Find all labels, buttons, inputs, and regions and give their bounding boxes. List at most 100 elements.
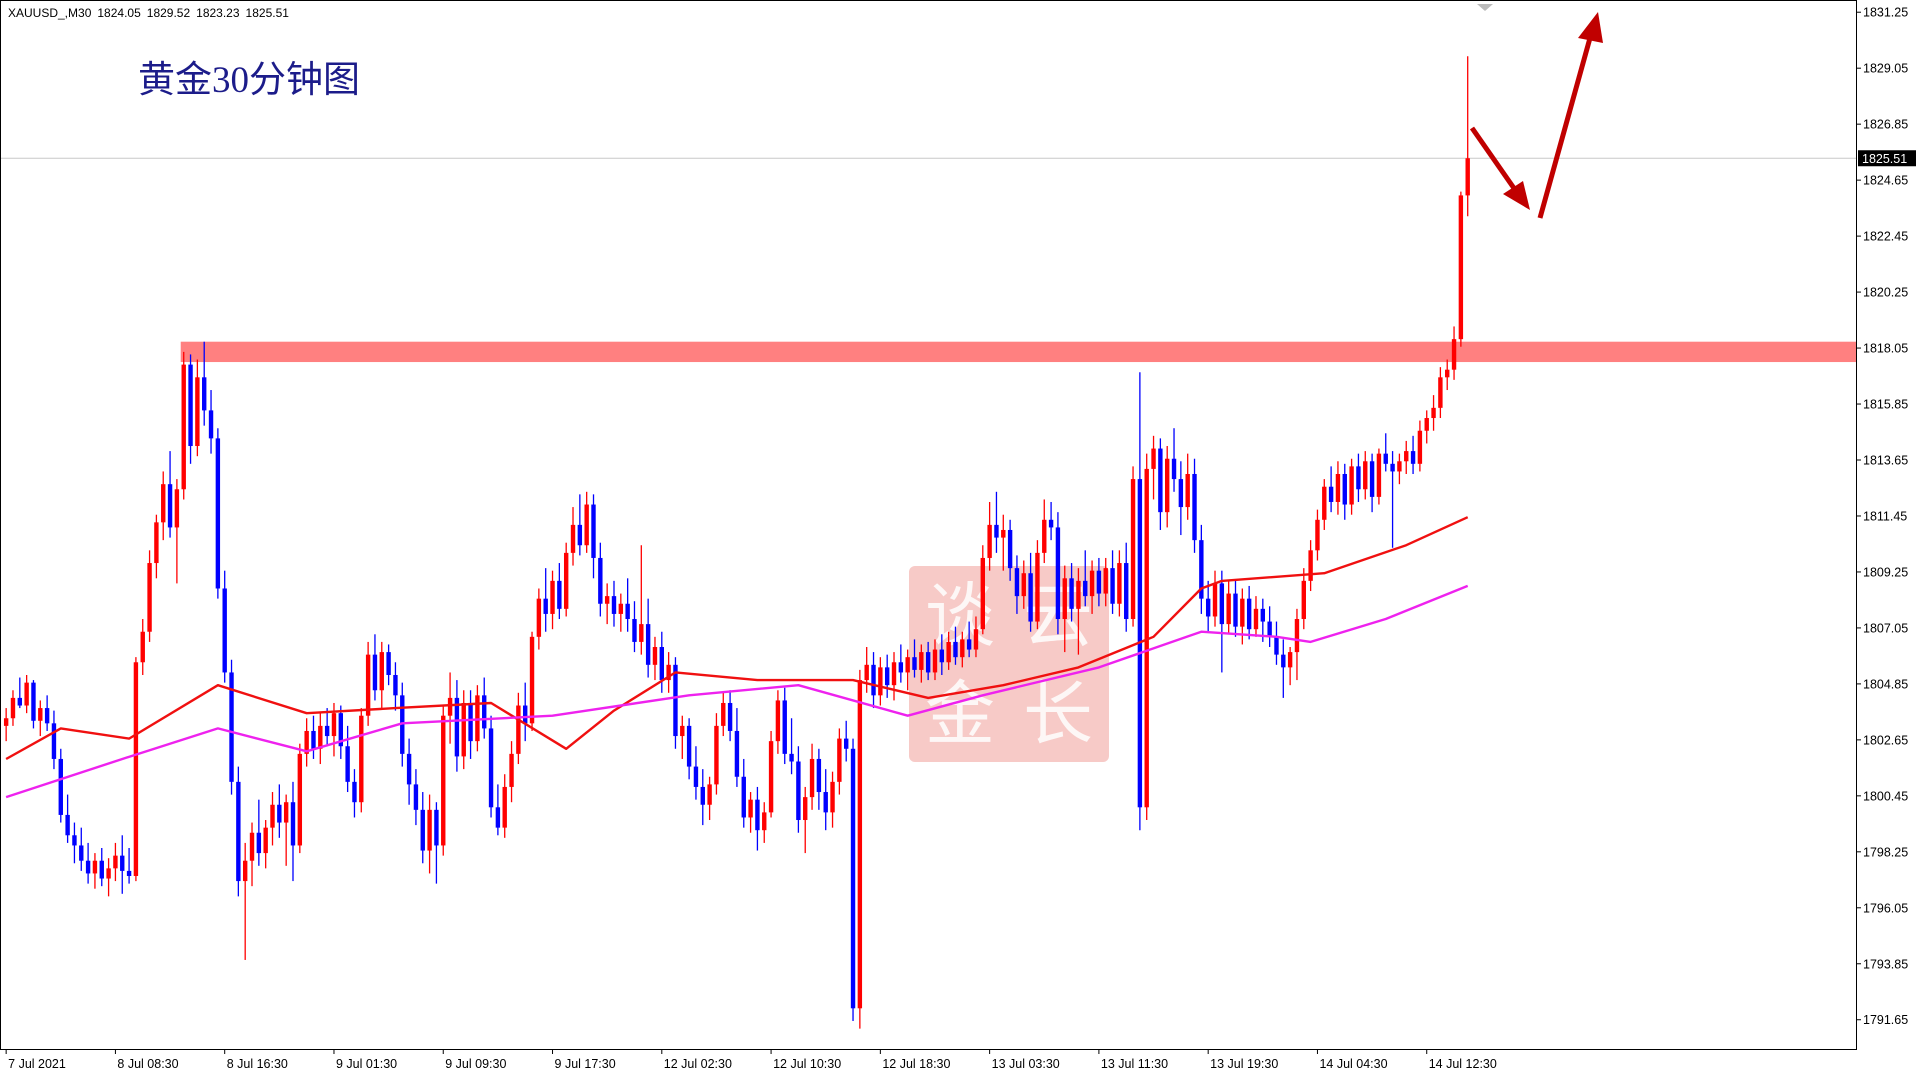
candle-body — [645, 624, 651, 665]
y-tick-label: 1800.45 — [1863, 789, 1908, 803]
plot-area — [0, 56, 1857, 1029]
y-tick-label: 1811.45 — [1863, 509, 1907, 523]
candle-body — [1124, 563, 1129, 620]
y-tick-label: 1822.45 — [1863, 230, 1908, 244]
x-tick-label: 13 Jul 19:30 — [1210, 1057, 1278, 1071]
x-tick-label: 8 Jul 08:30 — [117, 1057, 178, 1071]
candle-body — [1007, 529, 1013, 569]
candle-body — [468, 702, 473, 742]
header-value: 1823.23 — [196, 6, 240, 20]
candle-body — [65, 814, 70, 836]
candle-body — [10, 697, 16, 719]
y-tick-label: 1793.85 — [1863, 957, 1908, 971]
header-value: 1829.52 — [147, 6, 191, 20]
candle-body — [1233, 593, 1238, 627]
candle-body — [652, 647, 658, 665]
candle-body — [1212, 583, 1218, 617]
x-tick-label: 9 Jul 17:30 — [555, 1057, 616, 1071]
candle-body — [359, 715, 364, 803]
candle-body — [563, 552, 569, 609]
candle-body — [905, 657, 910, 673]
candle-body — [953, 641, 958, 658]
candle-body — [939, 649, 945, 663]
candle-body — [1185, 473, 1190, 508]
x-tick-label: 12 Jul 18:30 — [882, 1057, 950, 1071]
candle-body — [1342, 473, 1347, 505]
candle-body — [161, 484, 166, 523]
candle-body — [154, 522, 159, 564]
x-tick-label: 13 Jul 11:30 — [1101, 1057, 1168, 1071]
candle-body — [475, 695, 480, 742]
candle-body — [181, 364, 186, 490]
candle-body — [256, 832, 262, 854]
candle-body — [1083, 580, 1088, 597]
candle-body — [509, 753, 514, 787]
arrow-down — [1469, 126, 1521, 196]
y-tick-label: 1829.05 — [1863, 62, 1908, 76]
candle-body — [1199, 540, 1204, 599]
candle-body — [365, 654, 371, 716]
candle-body — [420, 809, 425, 851]
candle-body — [1130, 479, 1136, 620]
candle-body — [1144, 468, 1149, 808]
header-value: 1824.05 — [97, 6, 141, 20]
candle-body — [830, 781, 835, 813]
candle-body — [550, 580, 555, 614]
candle-body — [1151, 448, 1156, 469]
x-tick-label: 9 Jul 09:30 — [445, 1057, 506, 1071]
candle-body — [1383, 453, 1388, 464]
candle-body — [1397, 461, 1402, 472]
zone-layer — [180, 341, 1858, 363]
candle-body — [741, 776, 746, 818]
candle-body — [666, 664, 671, 681]
candle-body — [1062, 578, 1067, 620]
candle-body — [878, 667, 883, 696]
candle-body — [311, 730, 316, 749]
candle-body — [604, 596, 610, 604]
candle-body — [502, 786, 507, 828]
candle-body — [1158, 448, 1163, 513]
candle-body — [516, 705, 521, 754]
candle-body — [413, 784, 419, 810]
candle-body — [331, 713, 337, 737]
candle-body — [1410, 451, 1416, 464]
candle-body — [393, 674, 398, 696]
candle-body — [816, 758, 822, 793]
candle-body — [1069, 578, 1074, 609]
candle-body — [1431, 407, 1436, 419]
candle-body — [1356, 466, 1361, 490]
price-label: 1825.51 — [1862, 152, 1907, 166]
y-tick-label: 1818.05 — [1863, 342, 1908, 356]
candle-body — [51, 723, 57, 759]
candle-body — [488, 728, 494, 808]
candle-body — [1117, 563, 1122, 604]
candle-body — [748, 799, 753, 818]
candle-body — [686, 725, 692, 767]
candle-body — [434, 809, 439, 846]
candle-body — [1219, 583, 1225, 625]
candle-body — [796, 761, 801, 821]
candle-body — [1028, 573, 1033, 622]
candle-body — [1287, 652, 1293, 668]
candle-body — [673, 664, 678, 737]
candle-body — [338, 713, 344, 747]
candle-body — [38, 708, 43, 721]
candle-body — [454, 697, 460, 757]
y-tick-label: 1791.65 — [1863, 1013, 1908, 1027]
candle-body — [400, 695, 405, 754]
candle-body — [1226, 593, 1231, 625]
candle-body — [1055, 527, 1061, 620]
candle-body — [1404, 451, 1409, 462]
candle-body — [85, 860, 91, 874]
candle-body — [1048, 519, 1054, 528]
price-label-box — [1858, 150, 1916, 167]
candle-body — [762, 812, 767, 831]
candle-body — [523, 705, 528, 724]
candle-body — [92, 860, 98, 874]
watermark-char: 长 — [1023, 673, 1093, 755]
candle-body — [570, 524, 576, 553]
candle-body — [1301, 580, 1306, 620]
candle-body — [693, 766, 699, 787]
candle-body — [1171, 458, 1177, 480]
